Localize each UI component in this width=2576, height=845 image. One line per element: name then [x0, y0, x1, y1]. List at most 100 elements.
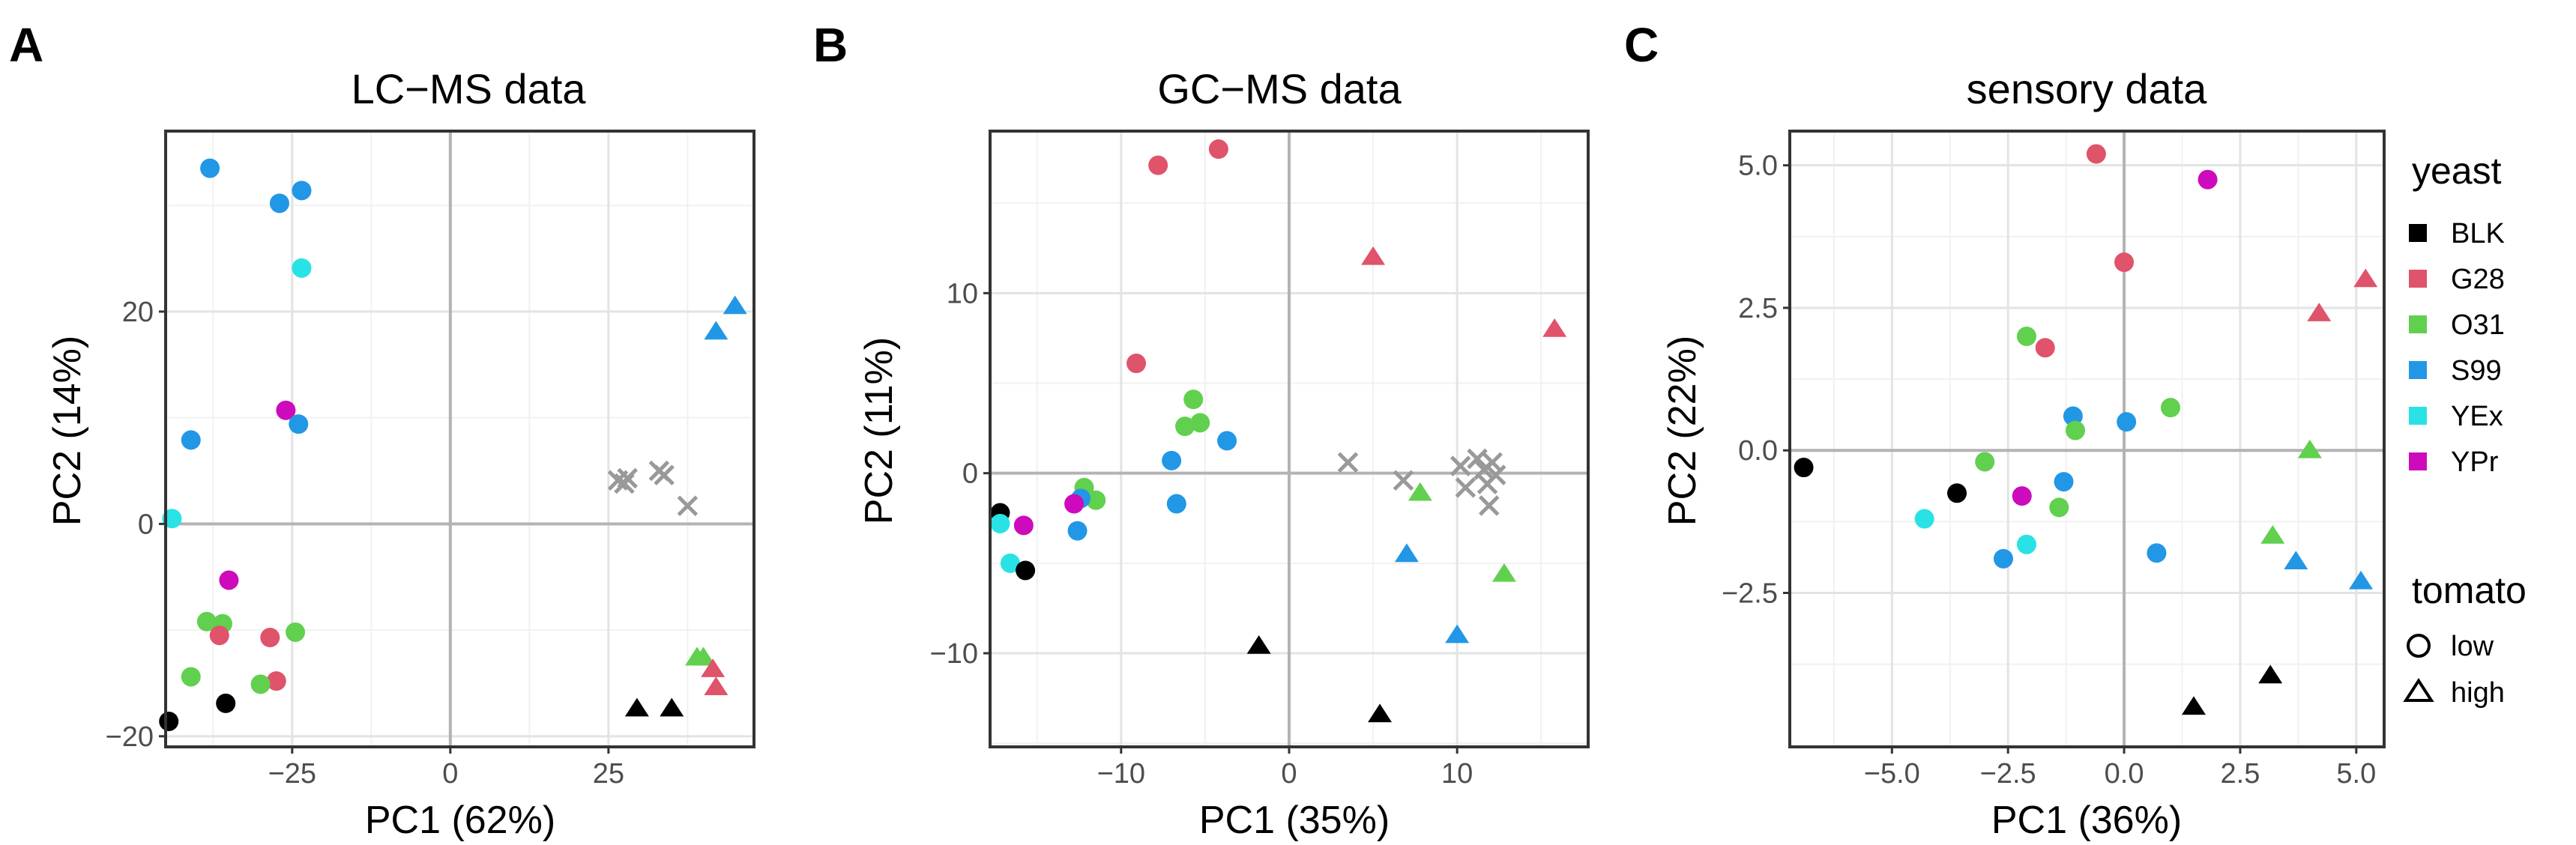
y-tick-label: 5.0	[1738, 151, 1778, 182]
data-point-triangle	[2297, 439, 2322, 458]
panel-c: C sensory data PC1 (36%) PC2 (22%) −5.0−…	[1624, 18, 2386, 842]
data-point-circle	[216, 693, 236, 713]
plot-border	[1788, 130, 2386, 748]
panel-c-title: sensory data	[1967, 65, 2207, 112]
data-point-excluded	[1467, 448, 1488, 470]
data-point-circle	[1183, 390, 1204, 410]
legend-label-ypr: YPr	[2451, 446, 2499, 478]
panel-a-title: LC−MS data	[352, 65, 587, 112]
data-point-circle	[1217, 431, 1237, 451]
data-point-circle	[1126, 354, 1147, 374]
data-point-circle	[286, 622, 306, 642]
data-point-excluded	[617, 467, 638, 489]
data-point-circle	[2117, 412, 2137, 432]
data-point-circle	[2161, 398, 2181, 418]
panel-label-a: A	[9, 18, 43, 72]
panel-b-plot: −10 0 10 −10 0 10	[930, 130, 1590, 790]
y-tick-label: 2.5	[1738, 293, 1778, 324]
x-tick-label: −25	[268, 758, 316, 790]
data-point-circle	[159, 711, 179, 731]
data-point-circle	[1000, 553, 1020, 573]
x-tick-label: 25	[593, 758, 624, 790]
data-point-circle	[292, 258, 312, 278]
data-point-circle	[276, 400, 296, 420]
data-point-circle	[2016, 534, 2036, 554]
panel-c-ylabel: PC2 (22%)	[1661, 336, 1704, 526]
x-tick-label: 2.5	[2221, 758, 2260, 790]
data-point-circle	[1086, 490, 1106, 510]
panel-label-c: C	[1624, 18, 1659, 72]
panel-b-xlabel: PC1 (35%)	[1199, 799, 1390, 842]
panel-a-plot: −25 0 25 −20 0 20	[106, 130, 755, 790]
data-point-circle	[1067, 521, 1088, 541]
data-point-circle	[2012, 486, 2032, 506]
data-point-triangle	[723, 295, 747, 315]
data-point-circle	[2114, 252, 2135, 273]
data-point-excluded	[677, 495, 699, 517]
data-point-circle	[2016, 327, 2036, 346]
data-point-circle	[250, 674, 271, 694]
legend-label-low: low	[2451, 631, 2494, 662]
data-point-circle	[1162, 450, 1182, 470]
data-point-circle	[2147, 543, 2167, 563]
panel-a-xlabel: PC1 (62%)	[365, 799, 555, 842]
panel-b-title: GC−MS data	[1157, 65, 1402, 112]
panel-a: A LC−MS data PC1 (62%) PC2 (14%) −25 0 25−…	[9, 18, 755, 842]
data-point-circle	[1013, 515, 1034, 536]
data-point-triangle	[1491, 563, 1516, 582]
data-point-circle	[1190, 413, 1210, 433]
data-point-circle	[196, 611, 217, 632]
legend-label-yex: YEx	[2451, 401, 2503, 432]
legend-shape-circle	[2407, 634, 2431, 658]
data-point-triangle	[1394, 543, 1419, 563]
legend-label-s99: S99	[2451, 355, 2502, 387]
panel-b: B GC−MS data PC1 (35%) PC2 (11%) −10 0 10−…	[813, 18, 1590, 842]
data-point-excluded	[1455, 477, 1476, 498]
legend-shape-triangle	[2403, 678, 2434, 703]
y-tick-label: −2.5	[1722, 578, 1778, 610]
legend-swatch-yex	[2409, 407, 2427, 425]
x-tick-label: 0	[1281, 758, 1297, 790]
x-tick-label: 0	[442, 758, 458, 790]
data-point-circle	[292, 181, 312, 201]
data-point-triangle	[2258, 664, 2283, 684]
data-point-circle	[2086, 144, 2106, 164]
data-point-circle	[200, 158, 220, 178]
data-point-circle	[2198, 169, 2218, 190]
panel-c-plot: −5.0 −2.5 0.0 2.5 5.0 −2.5 0.0 2.5 5.0	[1722, 130, 2386, 790]
data-point-triangle	[660, 697, 684, 717]
data-point-triangle	[2260, 524, 2285, 544]
data-point-triangle	[1408, 482, 1432, 501]
data-point-triangle	[1361, 246, 1386, 265]
data-point-circle	[1208, 139, 1228, 160]
data-point-circle	[260, 628, 280, 648]
data-point-excluded	[1485, 464, 1506, 485]
data-point-excluded	[1393, 470, 1414, 491]
data-point-triangle	[1542, 318, 1567, 337]
data-point-circle	[1914, 509, 1934, 529]
data-point-circle	[219, 570, 239, 590]
legend-label-g28: G28	[2451, 264, 2505, 295]
legend-tomato-title: tomato	[2412, 569, 2527, 611]
data-point-circle	[1148, 155, 1168, 175]
plot-border	[164, 130, 755, 748]
plot-background	[1790, 131, 2384, 747]
data-point-circle	[2054, 472, 2074, 492]
y-tick-label: 10	[947, 278, 978, 309]
legend-tomato-items: low high	[2403, 631, 2505, 709]
y-tick-label: 0	[138, 509, 154, 540]
x-tick-label: 10	[1441, 758, 1473, 790]
data-point-triangle	[704, 676, 729, 696]
data-point-triangle	[704, 321, 729, 340]
legend-label-high: high	[2451, 677, 2505, 709]
legend-swatch-s99	[2409, 361, 2427, 379]
data-point-triangle	[1368, 703, 1393, 723]
data-point-circle	[1993, 548, 2013, 569]
data-point-circle	[289, 414, 309, 434]
data-point-circle	[1064, 494, 1085, 514]
data-point-circle	[209, 626, 229, 646]
x-tick-label: −10	[1097, 758, 1145, 790]
panel-a-ylabel: PC2 (14%)	[46, 336, 89, 526]
data-point-circle	[1166, 494, 1186, 514]
